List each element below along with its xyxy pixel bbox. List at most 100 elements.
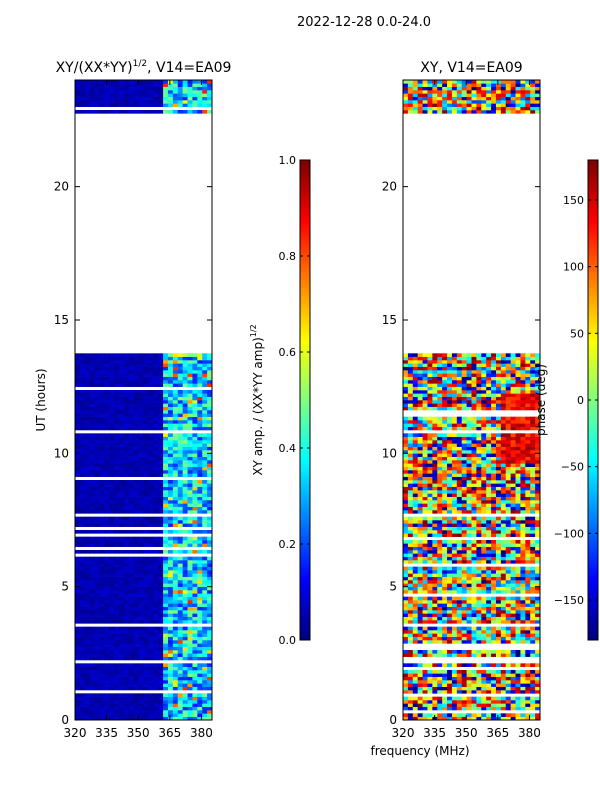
heatmap-cell	[187, 600, 193, 604]
heatmap-cell	[167, 363, 174, 367]
heatmap-cell	[123, 100, 130, 104]
heatmap-cell	[432, 576, 438, 581]
heatmap-cell	[432, 583, 438, 587]
heatmap-cell	[197, 353, 203, 357]
heatmap-cell	[109, 363, 115, 367]
heatmap-cell	[520, 630, 526, 634]
heatmap-cell	[207, 686, 213, 691]
heatmap-cell	[197, 363, 203, 367]
heatmap-cell	[89, 670, 95, 674]
heatmap-cell	[412, 530, 419, 534]
heatmap-cell	[148, 550, 154, 554]
heatmap-cell	[456, 516, 463, 521]
heatmap-cell	[515, 650, 521, 654]
heatmap-cell	[461, 630, 467, 634]
heatmap-cell	[138, 366, 144, 371]
heatmap-cell	[192, 666, 198, 671]
heatmap-cell	[471, 493, 477, 497]
heatmap-cell	[167, 540, 174, 544]
heatmap-cell	[123, 536, 130, 541]
heatmap-cell	[520, 486, 526, 491]
heatmap-cell	[417, 586, 423, 591]
heatmap-cell	[476, 503, 482, 507]
heatmap-cell	[153, 456, 159, 461]
heatmap-cell	[119, 376, 125, 381]
heatmap-cell	[422, 523, 428, 527]
heatmap-cell	[94, 416, 100, 421]
heatmap-cell	[417, 626, 423, 631]
heatmap-cell	[182, 423, 188, 427]
heatmap-cell	[422, 716, 428, 721]
heatmap-cell	[79, 610, 86, 614]
heatmap-cell	[143, 503, 149, 507]
heatmap-cell	[163, 486, 169, 491]
heatmap-cell	[437, 700, 443, 704]
heatmap-cell	[407, 620, 414, 624]
heatmap-cell	[148, 706, 154, 711]
heatmap-cell	[138, 700, 144, 704]
heatmap-cell	[515, 476, 521, 481]
heatmap-cell	[143, 433, 149, 437]
heatmap-cell	[163, 356, 169, 361]
heatmap-cell	[114, 610, 120, 614]
heatmap-cell	[167, 496, 174, 501]
heatmap-cell	[177, 80, 184, 84]
heatmap-cell	[79, 523, 86, 527]
heatmap-cell	[505, 700, 512, 704]
heatmap-cell	[79, 616, 86, 621]
heatmap-cell	[153, 656, 159, 661]
heatmap-cell	[119, 603, 125, 607]
heatmap-cell	[99, 713, 105, 717]
heatmap-cell	[163, 416, 169, 421]
heatmap-cell	[192, 590, 198, 594]
heatmap-cell	[114, 453, 120, 457]
heatmap-cell	[123, 446, 130, 451]
heatmap-cell	[138, 393, 144, 397]
heatmap-cell	[177, 710, 184, 714]
heatmap-cell	[99, 516, 105, 521]
heatmap-cell	[476, 546, 482, 551]
heatmap-cell	[500, 680, 507, 684]
colorbar-segment	[300, 340, 310, 345]
heatmap-cell	[123, 416, 130, 421]
heatmap-cell	[119, 380, 125, 384]
heatmap-cell	[123, 716, 130, 721]
heatmap-cell	[94, 590, 100, 594]
heatmap-cell	[172, 100, 179, 104]
heatmap-cell	[172, 353, 179, 357]
heatmap-cell	[79, 673, 86, 677]
heatmap-cell	[79, 383, 86, 387]
heatmap-cell	[128, 606, 135, 611]
heatmap-cell	[437, 616, 443, 621]
heatmap-cell	[422, 546, 428, 551]
heatmap-cell	[207, 613, 213, 617]
heatmap-cell	[207, 606, 213, 611]
heatmap-cell	[491, 640, 497, 644]
heatmap-cell	[207, 366, 213, 371]
heatmap-cell	[456, 553, 463, 557]
heatmap-cell	[89, 356, 95, 361]
heatmap-cell	[99, 403, 105, 407]
heatmap-cell	[202, 560, 208, 564]
heatmap-cell	[128, 596, 135, 601]
heatmap-cell	[471, 483, 477, 487]
heatmap-cell	[407, 476, 414, 481]
heatmap-cell	[447, 586, 453, 591]
heatmap-cell	[422, 673, 428, 677]
heatmap-cell	[163, 80, 169, 84]
heatmap-cell	[525, 606, 531, 611]
heatmap-cell	[94, 396, 100, 401]
heatmap-cell	[99, 673, 105, 677]
heatmap-cell	[128, 670, 135, 674]
heatmap-cell	[89, 450, 95, 454]
heatmap-cell	[119, 663, 125, 667]
heatmap-cell	[104, 590, 110, 594]
heatmap-cell	[143, 413, 149, 417]
heatmap-cell	[153, 396, 159, 401]
heatmap-cell	[177, 673, 184, 677]
heatmap-cell	[437, 676, 443, 681]
heatmap-cell	[114, 506, 120, 511]
heatmap-cell	[432, 466, 438, 471]
heatmap-cell	[520, 526, 526, 531]
heatmap-cell	[432, 676, 438, 681]
